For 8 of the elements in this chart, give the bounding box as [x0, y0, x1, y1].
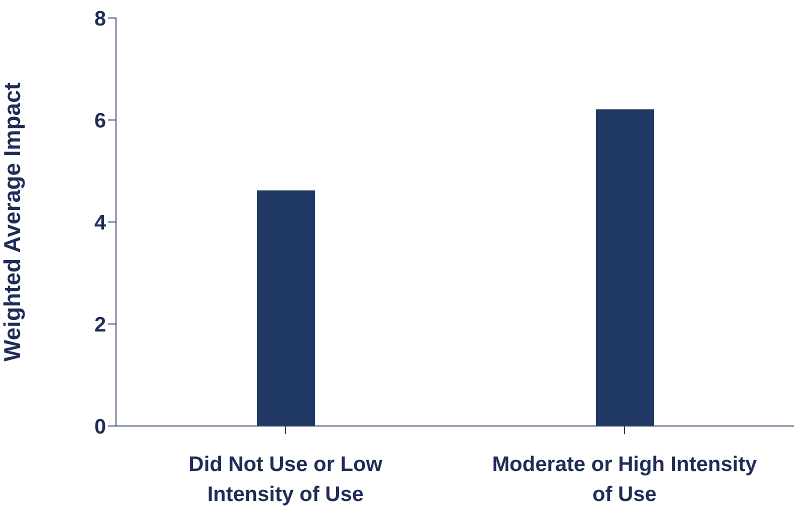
y-tick-label: 8: [94, 7, 106, 30]
x-tick-label: Did Not Use or Low Intensity of Use: [188, 452, 383, 506]
y-axis-title: Weighted Average Impact: [0, 82, 26, 362]
y-tick-label: 0: [94, 415, 106, 438]
y-tick-label: 6: [94, 109, 106, 132]
y-tick-label: 4: [94, 211, 106, 234]
x-tick-label: Moderate or High Intensity of Use: [492, 452, 758, 506]
y-tick-label: 2: [94, 313, 106, 336]
